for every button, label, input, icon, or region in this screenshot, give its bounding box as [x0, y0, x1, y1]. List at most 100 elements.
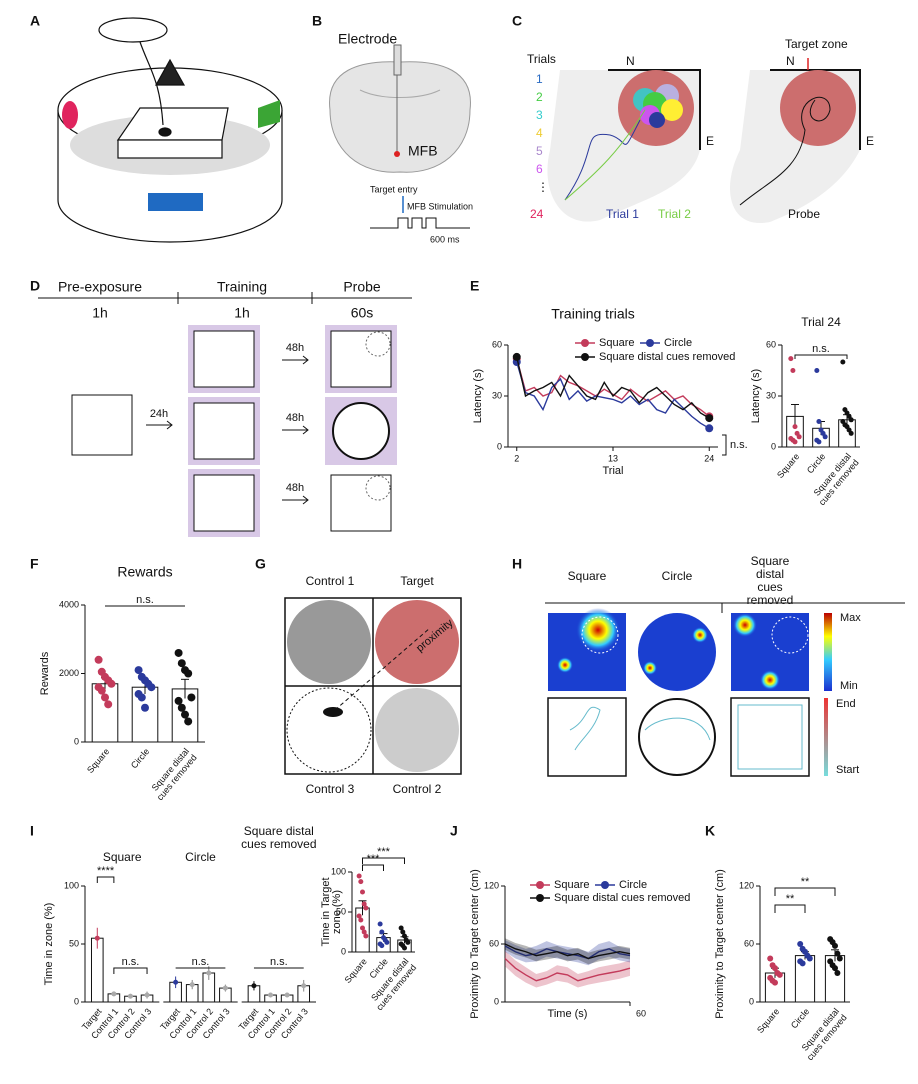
- label: Circle: [662, 569, 693, 583]
- x-tick-label: Square: [343, 956, 369, 985]
- data-point: [181, 710, 189, 719]
- y-tick-label: 0: [494, 996, 499, 1006]
- data-point: [137, 693, 146, 702]
- annotation: n.s.: [192, 956, 210, 968]
- data-point: [797, 941, 804, 947]
- mean-point: [144, 992, 150, 998]
- data-point: [363, 933, 369, 939]
- error-band: [505, 940, 630, 966]
- data-point: [398, 925, 404, 931]
- panel-label: C: [512, 13, 522, 29]
- data-point: [101, 693, 109, 702]
- data-point: [402, 933, 407, 939]
- annotation: n.s.: [136, 594, 154, 606]
- legend-marker: [581, 339, 589, 347]
- zones-diagram: Control 1 Target Control 3 Control 2 pro…: [284, 574, 462, 796]
- line: [516, 356, 710, 419]
- trial-label: ⋮: [537, 180, 549, 194]
- mean-point: [268, 992, 274, 998]
- data-point: [405, 939, 411, 945]
- data-point: [806, 955, 813, 962]
- data-point: [400, 929, 406, 935]
- brain-diagram: Electrode MFB Target entry MFB Stimulati…: [329, 31, 473, 244]
- line: [516, 361, 710, 429]
- data-point: [816, 419, 822, 424]
- y-axis-label: Proximity to Target center (cm): [714, 869, 726, 1019]
- x-axis-label: Trial: [603, 465, 624, 477]
- label: N: [786, 54, 795, 68]
- legend-marker: [536, 894, 544, 902]
- label: Trials: [527, 52, 556, 66]
- data-point: [361, 901, 367, 907]
- y-tick-label: 50: [69, 938, 79, 948]
- mean-point: [94, 935, 100, 941]
- y-tick-label: 100: [331, 866, 346, 876]
- group-title: Square: [103, 850, 142, 864]
- x-tick-label: Square: [755, 1006, 781, 1035]
- mean-point: [301, 983, 307, 989]
- data-point: [174, 696, 183, 705]
- label: 48h: [286, 412, 304, 424]
- label: Target: [400, 574, 434, 588]
- legend-marker: [646, 339, 654, 347]
- data-point: [384, 939, 390, 945]
- bracket: [774, 904, 806, 913]
- chart-title: Training trials: [551, 306, 635, 322]
- label: 1h: [92, 305, 108, 321]
- x-tick-label: 13: [608, 453, 618, 463]
- data-point: [796, 434, 802, 440]
- label: N: [626, 54, 635, 68]
- data-point: [776, 971, 783, 978]
- data-point: [360, 925, 365, 931]
- data-point: [174, 648, 183, 657]
- data-point: [134, 666, 143, 675]
- data-point: [104, 700, 113, 709]
- mean-point: [251, 983, 257, 989]
- label: Target entry: [370, 184, 418, 194]
- y-tick-label: 0: [749, 996, 754, 1006]
- label: Control 2: [393, 782, 442, 796]
- data-point: [772, 965, 778, 972]
- group-title: Circle: [185, 850, 216, 864]
- x-tick-label: Square: [775, 451, 801, 480]
- x-tick-label: Square: [85, 746, 111, 775]
- data-point: [814, 368, 820, 373]
- data-point: [358, 879, 364, 885]
- x-tick-label: Circle: [789, 1006, 811, 1030]
- data-point: [792, 424, 798, 430]
- x-tick-label: Square distalcues removed: [147, 746, 199, 802]
- data-point: [772, 979, 778, 986]
- label: Probe: [343, 279, 381, 295]
- data-point: [184, 717, 193, 726]
- trial-label: 2: [536, 90, 543, 104]
- end-point: [705, 414, 714, 423]
- label: Square distal cues removed: [747, 554, 794, 607]
- data-point: [379, 943, 385, 949]
- trials-diagram: Trials 1 2 3 4 5 6 ⋮ 24 N E N E Target z…: [527, 37, 874, 224]
- annotation: ***: [377, 846, 391, 858]
- line: [504, 943, 631, 960]
- data-point: [848, 430, 854, 436]
- data-point: [184, 669, 193, 678]
- mean-point: [189, 982, 195, 988]
- heatmaps: Square Circle Square distal cues removed Ma…: [545, 554, 905, 777]
- data-point: [402, 945, 407, 951]
- trial-label: 24: [530, 207, 544, 221]
- data-point: [792, 439, 798, 445]
- trial-label: 6: [536, 162, 543, 176]
- data-point: [177, 659, 186, 668]
- data-point: [358, 917, 364, 923]
- trial-label: 3: [536, 108, 543, 122]
- legend-label: Circle: [664, 337, 692, 349]
- label: 60s: [351, 305, 374, 321]
- data-point: [816, 439, 822, 445]
- data-point: [834, 950, 841, 957]
- data-point: [94, 655, 103, 664]
- label: Min: [840, 680, 858, 692]
- label: Pre-exposure: [58, 279, 142, 295]
- x-tick-label: Circle: [805, 451, 827, 475]
- label: MFB Stimulation: [407, 201, 473, 211]
- data-point: [790, 368, 796, 373]
- label: 48h: [286, 482, 304, 494]
- data-point: [177, 703, 186, 712]
